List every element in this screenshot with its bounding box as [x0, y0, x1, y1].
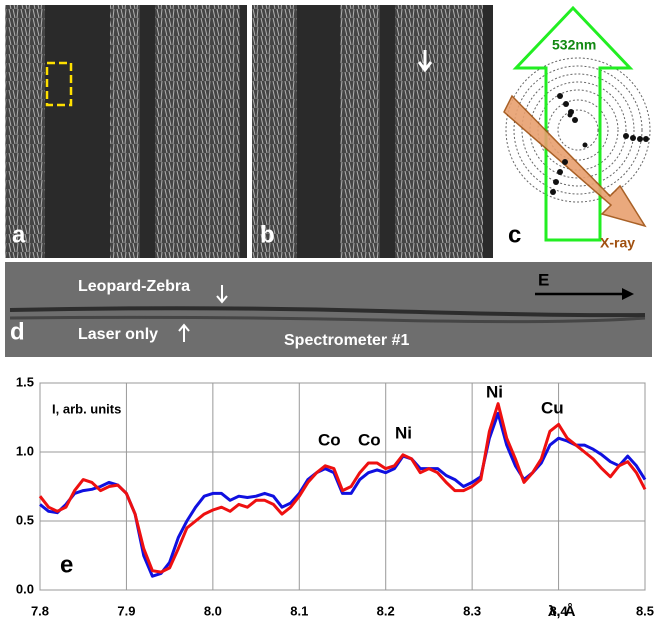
x-tick-label: 8.0	[204, 603, 222, 618]
y-tick-label: 0.5	[16, 512, 34, 527]
peak-annotation: Ni	[395, 423, 412, 442]
series-line	[40, 413, 645, 576]
panel-d: Leopard-Zebra Laser only Spectrometer #1…	[5, 262, 652, 357]
upper-label: Leopard-Zebra	[78, 278, 190, 295]
series-line	[40, 404, 645, 572]
peak-annotation: Cu	[541, 398, 564, 417]
x-tick-label: 7.9	[117, 603, 135, 618]
panel-label: b	[260, 221, 275, 248]
peak-annotation: Co	[358, 430, 381, 449]
panel-label: a	[12, 221, 26, 248]
panel-label: e	[60, 551, 73, 578]
panel-c: 532nm X-ray c	[497, 5, 652, 258]
x-tick-label: 8.1	[290, 603, 308, 618]
xray-label: X-ray	[600, 235, 635, 251]
x-tick-label: 7.8	[31, 603, 49, 618]
beam-label: 532nm	[552, 37, 596, 53]
y-tick-label: 1.5	[16, 374, 34, 389]
peak-annotation: Ni	[486, 382, 503, 401]
x-tick-label: 8.2	[377, 603, 395, 618]
spectrometer-label: Spectrometer #1	[284, 332, 409, 349]
peak-annotation: Co	[318, 430, 341, 449]
panel-label: d	[10, 318, 25, 345]
panel-label: c	[508, 221, 521, 248]
lower-label: Laser only	[78, 326, 158, 343]
y-axis-label: I, arb. units	[52, 401, 121, 416]
figure: a b 532nm X-ray c Leopard-Zebra	[0, 0, 656, 629]
x-tick-label: 8.3	[463, 603, 481, 618]
y-tick-label: 1.0	[16, 443, 34, 458]
y-tick-label: 0.0	[16, 581, 34, 596]
panel-b: b	[252, 5, 493, 258]
x-tick-label: 8.5	[636, 603, 654, 618]
x-tick-label: 8.4	[550, 603, 569, 618]
direction-label: E	[538, 270, 549, 289]
panel-a: a	[5, 5, 247, 258]
